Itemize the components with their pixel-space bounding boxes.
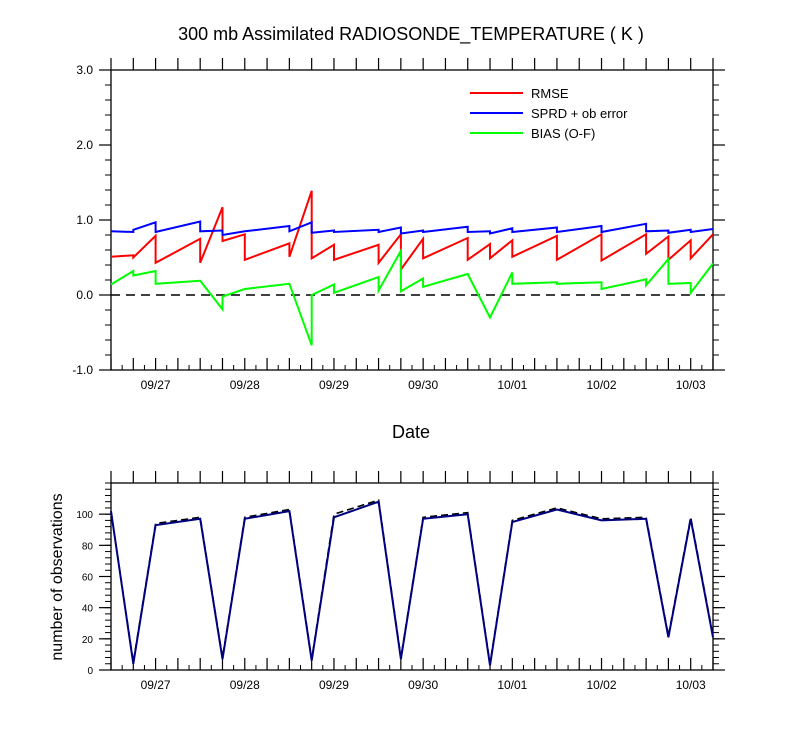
x-tick-label: 09/30 <box>408 378 438 392</box>
x-tick-label: 09/29 <box>319 678 349 692</box>
x-tick-label: 10/03 <box>676 678 706 692</box>
x-tick-label: 09/29 <box>319 378 349 392</box>
series-line-assimilated <box>110 500 714 666</box>
y-tick-label: -1.0 <box>72 363 93 377</box>
y-tick-label: 2.0 <box>76 138 93 152</box>
legend-label: SPRD + ob error <box>531 106 628 121</box>
x-tick-label: 10/02 <box>587 678 617 692</box>
series-line-rmse <box>110 190 714 273</box>
x-tick-label: 09/27 <box>141 678 171 692</box>
x-tick-label: 09/28 <box>230 678 260 692</box>
y-tick-label: 40 <box>82 604 94 615</box>
x-tick-label: 10/01 <box>497 378 527 392</box>
y-axis-label-observations: number of observations <box>49 493 66 660</box>
y-tick-label: 100 <box>76 510 93 521</box>
y-tick-label: 20 <box>82 635 94 646</box>
x-tick-label: 09/30 <box>408 678 438 692</box>
x-tick-label: 10/01 <box>497 678 527 692</box>
legend-label: RMSE <box>531 86 569 101</box>
y-tick-label: 80 <box>82 541 94 552</box>
x-axis-label: Date <box>392 422 430 442</box>
y-tick-label: 0.0 <box>76 288 93 302</box>
x-tick-label: 10/02 <box>587 378 617 392</box>
x-tick-label: 09/28 <box>230 378 260 392</box>
x-tick-label: 09/27 <box>141 378 171 392</box>
y-tick-label: 60 <box>82 573 94 584</box>
bottom-panel: 09/27 09/28 09/29 09/30 10/01 10/02 10/03 0 20 40… <box>76 471 725 692</box>
series-line-sprd-ob-error <box>110 220 714 237</box>
y-tick-label: 3.0 <box>76 63 93 77</box>
legend: RMSE SPRD + ob error BIAS (O-F) <box>470 86 628 141</box>
top-panel: 09/27 09/28 09/29 09/30 10/01 10/02 10/03 -1.0 0… <box>72 58 725 392</box>
x-tick-label: 10/03 <box>676 378 706 392</box>
chart-title: 300 mb Assimilated RADIOSONDE_TEMPERATUR… <box>178 24 644 45</box>
series-line-bias-o-f <box>110 246 714 346</box>
plot-frame <box>110 482 714 671</box>
y-tick-label: 1.0 <box>76 213 93 227</box>
y-tick-label: 0 <box>87 666 93 677</box>
legend-label: BIAS (O-F) <box>531 126 595 141</box>
